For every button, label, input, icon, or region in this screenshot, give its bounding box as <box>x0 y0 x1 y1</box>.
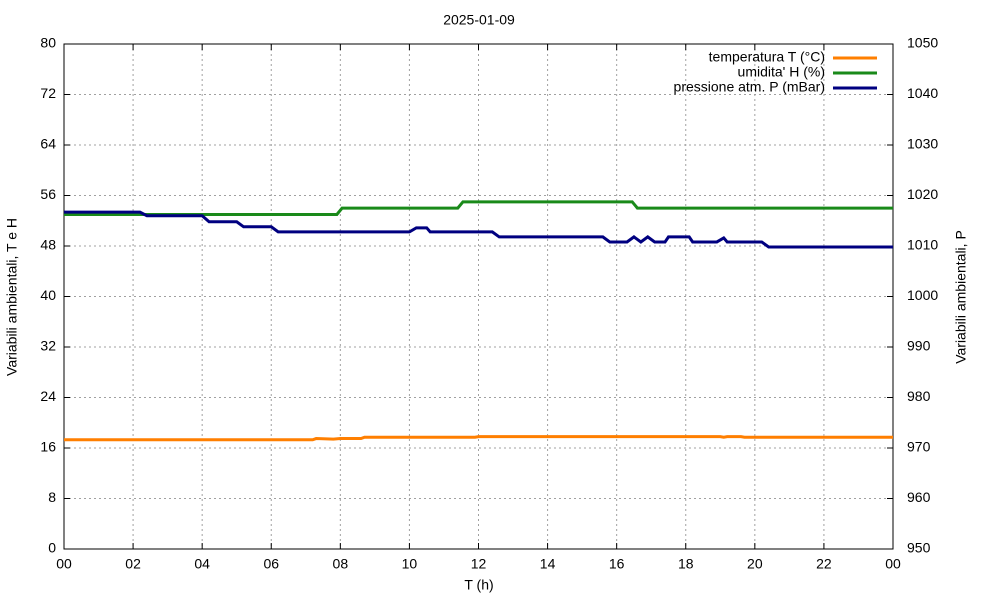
y2-tick-label: 1020 <box>907 186 938 202</box>
y-tick-label: 48 <box>40 237 56 253</box>
y2-tick-label: 960 <box>907 489 931 505</box>
x-tick-label: 12 <box>471 556 487 572</box>
x-tick-label: 10 <box>402 556 418 572</box>
y-tick-label: 56 <box>40 186 56 202</box>
y-tick-label: 72 <box>40 85 56 101</box>
y2-tick-label: 980 <box>907 388 931 404</box>
y-tick-label: 40 <box>40 287 56 303</box>
x-tick-label: 04 <box>194 556 210 572</box>
y-tick-label: 80 <box>40 35 56 51</box>
y2-tick-label: 1030 <box>907 136 938 152</box>
y-tick-label: 16 <box>40 439 56 455</box>
y2-tick-label: 970 <box>907 439 931 455</box>
legend-label: temperatura T (°C) <box>709 49 825 65</box>
legend-label: pressione atm. P (mBar) <box>674 79 825 95</box>
x-tick-label: 02 <box>125 556 141 572</box>
x-tick-label: 22 <box>816 556 832 572</box>
data-line <box>64 435 893 442</box>
x-tick-label: 08 <box>333 556 349 572</box>
x-tick-label: 20 <box>747 556 763 572</box>
x-axis-label: T (h) <box>464 577 493 593</box>
y2-tick-label: 950 <box>907 540 931 556</box>
y2-tick-label: 1050 <box>907 35 938 51</box>
x-tick-label: 18 <box>678 556 694 572</box>
legend-label: umidita' H (%) <box>738 64 825 80</box>
y2-tick-label: 990 <box>907 338 931 354</box>
y-tick-label: 32 <box>40 338 56 354</box>
x-tick-label: 00 <box>885 556 901 572</box>
chart-title: 2025-01-09 <box>443 12 515 28</box>
x-tick-label: 06 <box>263 556 279 572</box>
data-line <box>64 200 893 216</box>
y-tick-label: 0 <box>48 540 56 556</box>
x-tick-label: 00 <box>56 556 72 572</box>
y-tick-label: 24 <box>40 388 56 404</box>
y-axis-label: Variabili ambientali, T e H <box>4 218 20 376</box>
y2-tick-label: 1010 <box>907 237 938 253</box>
y2-axis-label: Variabili ambientali, P <box>953 230 969 364</box>
y2-tick-label: 1000 <box>907 287 938 303</box>
y-tick-label: 64 <box>40 136 56 152</box>
plot-frame <box>63 43 894 550</box>
x-tick-label: 16 <box>609 556 625 572</box>
data-line <box>64 210 893 249</box>
y2-tick-label: 1040 <box>907 85 938 101</box>
y-tick-label: 8 <box>48 489 56 505</box>
x-tick-label: 14 <box>540 556 556 572</box>
